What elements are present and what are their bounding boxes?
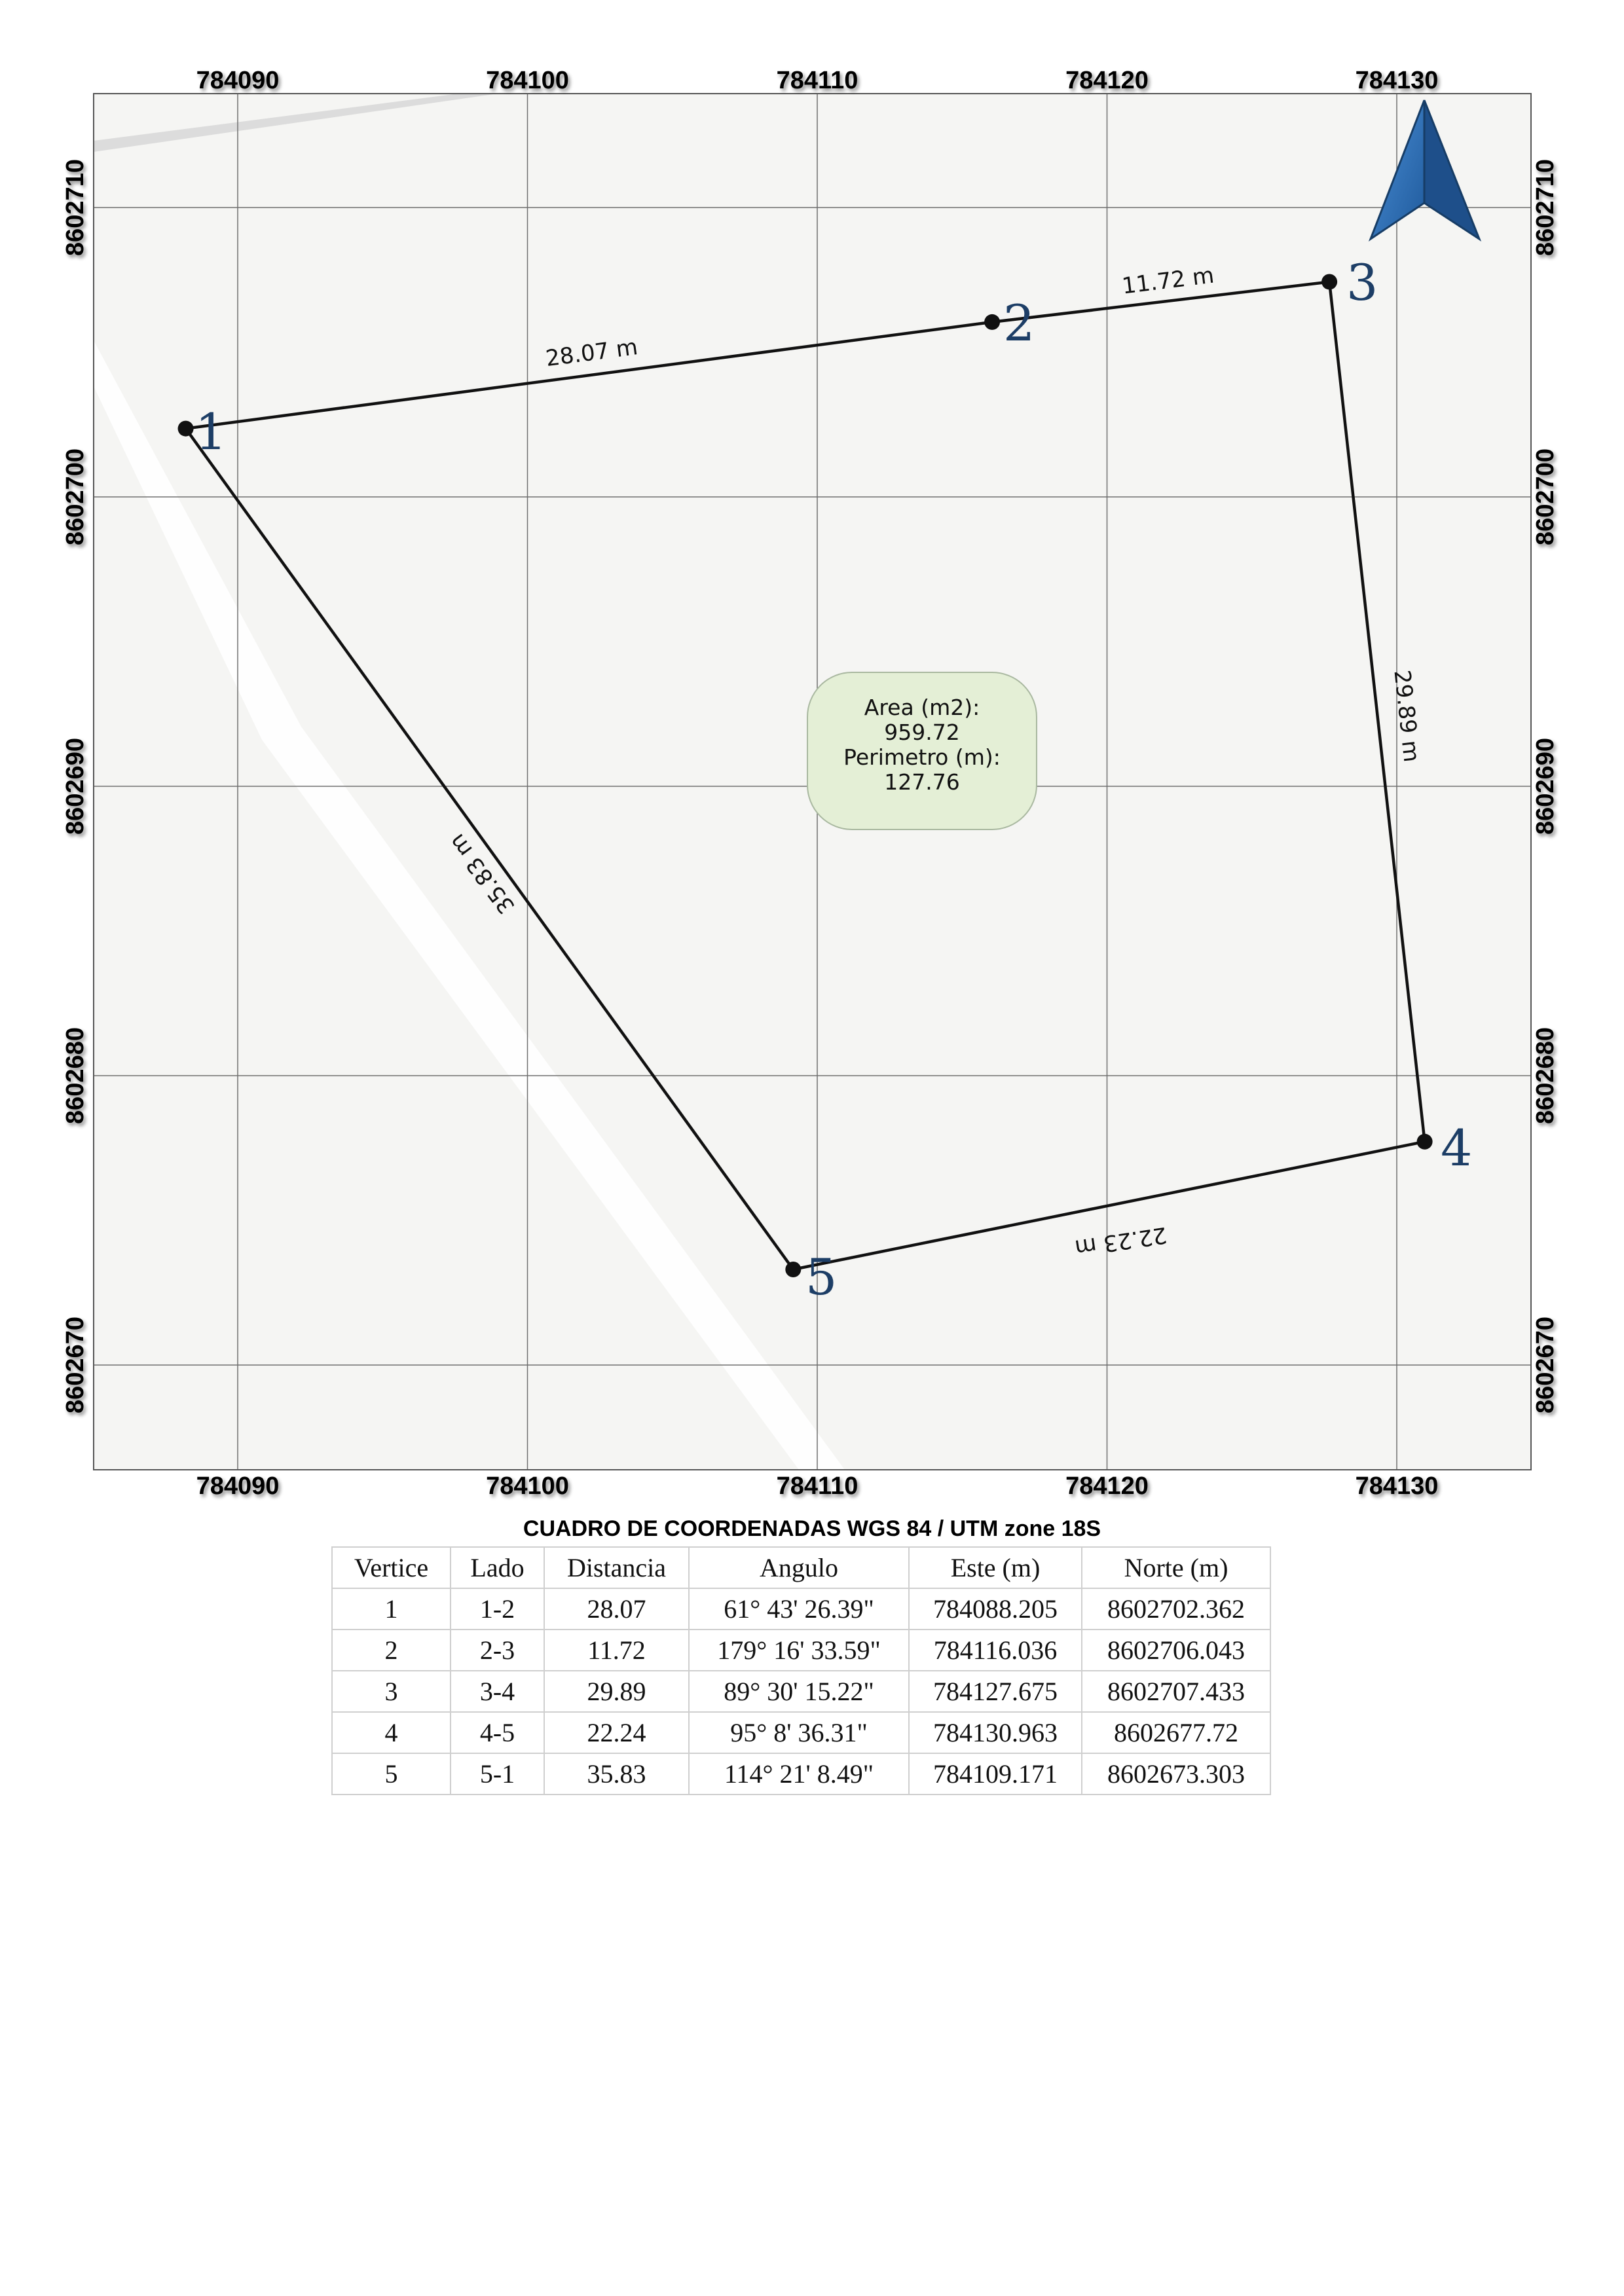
- table-row: 5 5-1 35.83 114° 21' 8.49" 784109.171 86…: [331, 1753, 1271, 1795]
- area-value: 959.72: [884, 720, 959, 745]
- northing-label-right: 8602710: [1532, 159, 1559, 256]
- cell-este: 784088.205: [908, 1588, 1082, 1630]
- easting-label-top: 784110: [777, 67, 858, 94]
- easting-label-top: 784090: [196, 67, 280, 94]
- northing-label-right: 8602680: [1532, 1027, 1559, 1124]
- header-lado: Lado: [450, 1546, 545, 1589]
- vertex-markers: [177, 274, 1433, 1278]
- perimeter-label: Perimetro (m):: [843, 744, 1001, 770]
- cell-norte: 8602677.72: [1081, 1711, 1271, 1754]
- northing-label-left: 8602690: [62, 738, 89, 835]
- vertex-labels: 1 2 3 4 5: [195, 253, 1472, 1306]
- northing-label-right: 8602700: [1532, 448, 1559, 545]
- cell-vertice: 4: [331, 1711, 451, 1754]
- easting-label-bottom: 784090: [196, 1472, 280, 1500]
- northing-label-left: 8602710: [62, 159, 89, 256]
- header-distancia: Distancia: [544, 1546, 690, 1589]
- cell-distancia: 28.07: [544, 1588, 690, 1630]
- header-este: Este (m): [908, 1546, 1082, 1589]
- table-row: 4 4-5 22.24 95° 8' 36.31" 784130.963 860…: [331, 1711, 1271, 1754]
- cell-angulo: 95° 8' 36.31": [688, 1711, 910, 1754]
- cell-lado: 2-3: [450, 1629, 545, 1671]
- easting-label-bottom: 784110: [777, 1472, 858, 1500]
- header-angulo: Angulo: [688, 1546, 910, 1589]
- easting-label-top: 784120: [1065, 67, 1149, 94]
- northing-label-left: 8602670: [62, 1317, 89, 1413]
- header-vertice: Vertice: [331, 1546, 451, 1589]
- parcel-boundary: [183, 280, 1427, 1271]
- vertex-marker-1: [177, 420, 194, 437]
- northing-label-right: 8602690: [1532, 738, 1559, 835]
- cell-norte: 8602706.043: [1081, 1629, 1271, 1671]
- northing-label-right: 8602670: [1532, 1317, 1559, 1413]
- cell-distancia: 22.24: [544, 1711, 690, 1754]
- easting-label-bottom: 784100: [486, 1472, 569, 1500]
- coordinates-table-title: CUADRO DE COORDENADAS WGS 84 / UTM zone …: [523, 1516, 1101, 1541]
- cell-angulo: 114° 21' 8.49": [688, 1753, 910, 1795]
- table-row: 2 2-3 11.72 179° 16' 33.59" 784116.036 8…: [331, 1629, 1271, 1671]
- cell-este: 784127.675: [908, 1670, 1082, 1713]
- header-norte: Norte (m): [1081, 1546, 1271, 1589]
- vertex-label-5: 5: [805, 1248, 837, 1306]
- cell-vertice: 2: [331, 1629, 451, 1671]
- easting-label-bottom: 784130: [1356, 1472, 1439, 1500]
- cell-lado: 4-5: [450, 1711, 545, 1754]
- vertex-label-3: 3: [1346, 253, 1378, 312]
- vertex-marker-5: [785, 1262, 802, 1278]
- northing-label-left: 8602680: [62, 1027, 89, 1124]
- vertex-marker-3: [1321, 274, 1338, 290]
- cell-vertice: 1: [331, 1588, 451, 1630]
- cell-distancia: 29.89: [544, 1670, 690, 1713]
- cell-angulo: 179° 16' 33.59": [688, 1629, 910, 1671]
- cell-distancia: 11.72: [544, 1629, 690, 1671]
- cell-norte: 8602707.433: [1081, 1670, 1271, 1713]
- vertex-marker-4: [1416, 1133, 1433, 1150]
- cell-lado: 3-4: [450, 1670, 545, 1713]
- perimeter-value: 127.76: [884, 769, 959, 795]
- cell-distancia: 35.83: [544, 1753, 690, 1795]
- cell-angulo: 89° 30' 15.22": [688, 1670, 910, 1713]
- vertex-label-2: 2: [1003, 294, 1035, 352]
- easting-label-top: 784130: [1356, 67, 1439, 94]
- vertex-label-4: 4: [1441, 1119, 1472, 1177]
- table-row: 1 1-2 28.07 61° 43' 26.39" 784088.205 86…: [331, 1588, 1271, 1630]
- cell-este: 784109.171: [908, 1753, 1082, 1795]
- cell-norte: 8602673.303: [1081, 1753, 1271, 1795]
- coordinates-table: Vertice Lado Distancia Angulo Este (m) N…: [331, 1546, 1271, 1795]
- table-header-row: Vertice Lado Distancia Angulo Este (m) N…: [331, 1546, 1271, 1589]
- cell-lado: 1-2: [450, 1588, 545, 1630]
- map-canvas: 784090 784090 784100 784100 784110 784110 7841…: [62, 67, 1559, 1500]
- grid-lines: [94, 94, 1531, 1470]
- northing-label-left: 8602700: [62, 448, 89, 545]
- vertex-marker-2: [984, 314, 1001, 330]
- cell-lado: 5-1: [450, 1753, 545, 1795]
- grid-labels: 784090 784090 784100 784100 784110 784110 7841…: [62, 67, 1559, 1500]
- cell-angulo: 61° 43' 26.39": [688, 1588, 910, 1630]
- road-band: [94, 94, 845, 1470]
- easting-label-top: 784100: [486, 67, 569, 94]
- cell-norte: 8602702.362: [1081, 1588, 1271, 1630]
- cell-vertice: 5: [331, 1753, 451, 1795]
- vertex-label-1: 1: [195, 403, 227, 461]
- table-row: 3 3-4 29.89 89° 30' 15.22" 784127.675 86…: [331, 1670, 1271, 1713]
- cell-este: 784116.036: [908, 1629, 1082, 1671]
- map-frame-border: [93, 93, 1532, 1470]
- area-stats-box: Area (m2): 959.72 Perimetro (m): 127.76: [807, 672, 1037, 830]
- easting-label-bottom: 784120: [1065, 1472, 1149, 1500]
- area-label: Area (m2):: [864, 695, 980, 720]
- cell-este: 784130.963: [908, 1711, 1082, 1754]
- north-arrow-icon: [1368, 100, 1482, 242]
- cell-vertice: 3: [331, 1670, 451, 1713]
